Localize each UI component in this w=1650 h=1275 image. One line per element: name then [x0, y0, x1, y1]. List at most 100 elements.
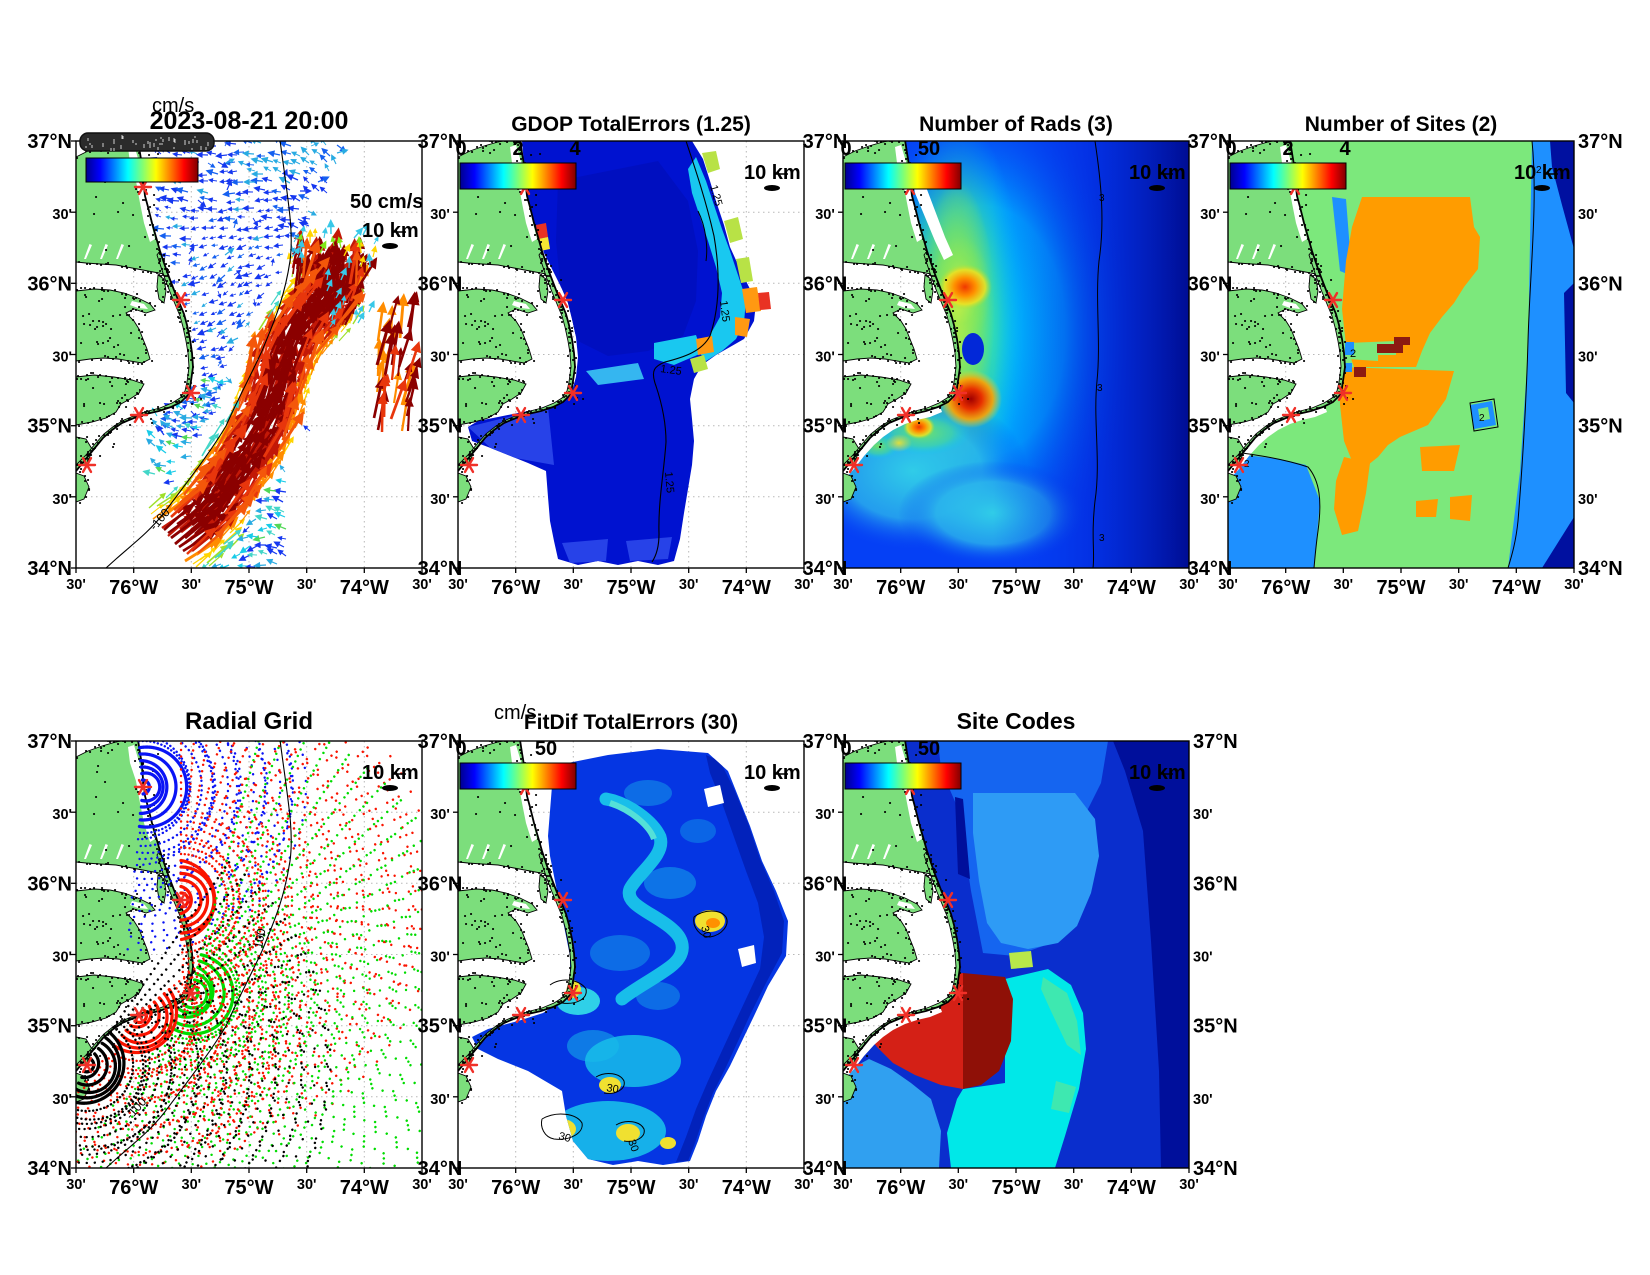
svg-text:10 km: 10 km [362, 762, 419, 784]
svg-text:1.25: 1.25 [662, 471, 676, 493]
svg-text:35°N: 35°N [418, 1016, 463, 1038]
svg-text:30': 30' [412, 1177, 432, 1193]
svg-text:Site Codes: Site Codes [957, 708, 1076, 734]
svg-text:34°N: 34°N [803, 1158, 848, 1180]
svg-text:30': 30' [833, 1177, 853, 1193]
svg-text:37°N: 37°N [27, 131, 72, 153]
svg-text:1.25: 1.25 [660, 363, 683, 378]
svg-text:2: 2 [1536, 165, 1542, 176]
svg-text:30': 30' [430, 350, 450, 366]
svg-text:0: 0 [455, 138, 466, 160]
svg-text:34°N: 34°N [27, 1158, 72, 1180]
svg-text:30': 30' [1578, 207, 1598, 223]
svg-text:30': 30' [1578, 492, 1598, 508]
svg-text:76°W: 76°W [109, 577, 158, 599]
svg-text:75°W: 75°W [224, 577, 273, 599]
svg-text:30': 30' [1334, 577, 1354, 593]
svg-text:Radial Grid: Radial Grid [185, 708, 313, 735]
svg-text:Number of Sites (2): Number of Sites (2) [1305, 113, 1498, 136]
svg-text:30': 30' [949, 1177, 969, 1193]
svg-text:30': 30' [430, 807, 450, 823]
svg-text:36°N: 36°N [418, 273, 463, 295]
svg-text:10 km: 10 km [1514, 162, 1571, 184]
svg-text:35°N: 35°N [803, 416, 848, 438]
svg-text:30': 30' [1200, 350, 1220, 366]
svg-text:35°N: 35°N [27, 1016, 72, 1038]
svg-text:30': 30' [412, 577, 432, 593]
svg-text:30': 30' [52, 492, 72, 508]
svg-text:37°N: 37°N [803, 731, 848, 753]
svg-text:76°W: 76°W [491, 1177, 540, 1199]
svg-text:30': 30' [833, 577, 853, 593]
svg-text:30': 30' [182, 1177, 202, 1193]
svg-text:75°W: 75°W [606, 1177, 655, 1199]
svg-text:36°N: 36°N [1193, 873, 1238, 895]
svg-text:30': 30' [564, 1177, 584, 1193]
svg-text:75°W: 75°W [991, 1177, 1040, 1199]
svg-text:34°N: 34°N [418, 1158, 463, 1180]
svg-text:37°N: 37°N [1188, 131, 1233, 153]
svg-text:30': 30' [794, 577, 814, 593]
svg-text:30': 30' [1564, 577, 1584, 593]
svg-text:74°W: 74°W [722, 577, 771, 599]
svg-text:0: 0 [1225, 138, 1236, 160]
svg-text:30': 30' [679, 577, 699, 593]
svg-text:10 km: 10 km [744, 762, 801, 784]
svg-text:30': 30' [52, 207, 72, 223]
svg-text:0: 0 [840, 738, 851, 760]
svg-text:76°W: 76°W [876, 577, 925, 599]
svg-text:30': 30' [448, 577, 468, 593]
svg-text:50: 50 [535, 738, 557, 760]
svg-text:35°N: 35°N [1578, 416, 1623, 438]
svg-text:30': 30' [815, 350, 835, 366]
svg-text:30': 30' [1218, 577, 1238, 593]
svg-text:1.25: 1.25 [717, 300, 732, 323]
svg-text:30': 30' [448, 1177, 468, 1193]
svg-text:35°N: 35°N [418, 416, 463, 438]
svg-text:30: 30 [698, 925, 713, 940]
svg-text:3: 3 [1099, 533, 1105, 544]
svg-text:76°W: 76°W [876, 1177, 925, 1199]
svg-text:30': 30' [1200, 207, 1220, 223]
svg-text:2: 2 [1282, 138, 1293, 160]
svg-text:74°W: 74°W [1107, 577, 1156, 599]
svg-text:30': 30' [1193, 807, 1213, 823]
svg-text:30': 30' [1449, 577, 1469, 593]
svg-text:74°W: 74°W [1107, 1177, 1156, 1199]
svg-text:36°N: 36°N [803, 873, 848, 895]
svg-text:35°N: 35°N [27, 416, 72, 438]
svg-text:4: 4 [569, 138, 581, 160]
svg-text:30': 30' [430, 207, 450, 223]
svg-text:100: 100 [251, 927, 268, 949]
svg-text:37°N: 37°N [418, 131, 463, 153]
svg-text:37°N: 37°N [1578, 131, 1623, 153]
svg-text:75°W: 75°W [224, 1177, 273, 1199]
svg-text:30': 30' [52, 807, 72, 823]
svg-text:30': 30' [52, 950, 72, 966]
svg-text:36°N: 36°N [803, 273, 848, 295]
svg-text:2: 2 [1479, 413, 1485, 424]
svg-text:30': 30' [430, 950, 450, 966]
svg-text:30': 30' [66, 577, 86, 593]
svg-text:76°W: 76°W [109, 1177, 158, 1199]
svg-text:0: 0 [455, 738, 466, 760]
svg-text:2: 2 [1350, 348, 1356, 360]
svg-text:34°N: 34°N [27, 558, 72, 580]
svg-text:30': 30' [1193, 950, 1213, 966]
svg-text:4: 4 [1339, 138, 1351, 160]
svg-text:76°W: 76°W [1261, 577, 1310, 599]
svg-text:76°W: 76°W [491, 577, 540, 599]
svg-text:30': 30' [1200, 492, 1220, 508]
svg-text:3: 3 [1097, 383, 1103, 394]
svg-text:37°N: 37°N [27, 731, 72, 753]
svg-text:30': 30' [815, 1092, 835, 1108]
svg-text:30': 30' [949, 577, 969, 593]
svg-text:FitDif TotalErrors (30): FitDif TotalErrors (30) [524, 711, 738, 734]
svg-text:30': 30' [679, 1177, 699, 1193]
svg-text:30': 30' [66, 1177, 86, 1193]
svg-text:30: 30 [557, 1130, 572, 1145]
svg-text:30: 30 [625, 1138, 640, 1154]
svg-text:75°W: 75°W [1376, 577, 1425, 599]
svg-text:2: 2 [512, 138, 523, 160]
svg-text:36°N: 36°N [418, 873, 463, 895]
